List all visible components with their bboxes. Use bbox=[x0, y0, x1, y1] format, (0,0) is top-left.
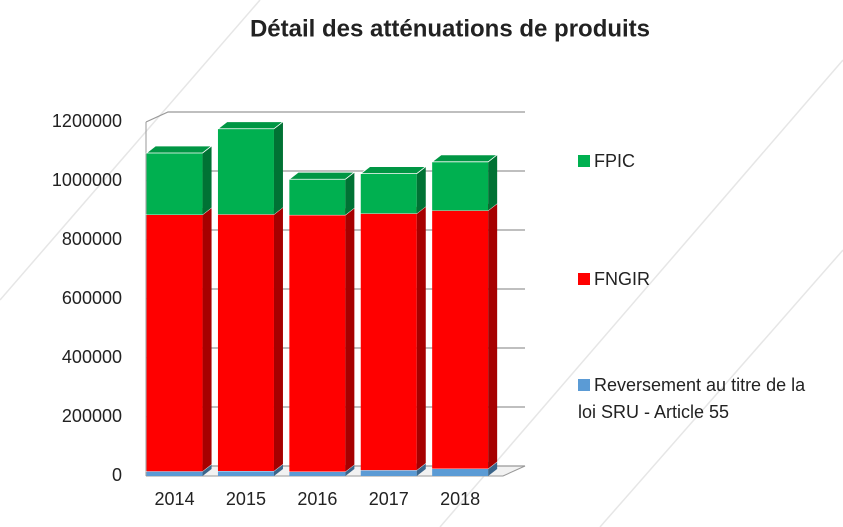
bar bbox=[146, 152, 203, 215]
y-tick-label: 800000 bbox=[62, 229, 122, 249]
y-tick-label: 1000000 bbox=[52, 170, 122, 190]
grid-line bbox=[145, 111, 525, 123]
bar bbox=[360, 213, 417, 471]
bar-top bbox=[145, 145, 213, 154]
bar-side bbox=[273, 207, 283, 471]
legend-label: FNGIR bbox=[594, 269, 650, 289]
x-tick-label: 2015 bbox=[226, 489, 266, 509]
bar bbox=[289, 214, 346, 472]
y-tick-label: 600000 bbox=[62, 288, 122, 308]
bar-top bbox=[359, 166, 427, 175]
x-tick-label: 2014 bbox=[155, 489, 195, 509]
legend-swatch bbox=[578, 273, 590, 285]
bar bbox=[146, 214, 203, 472]
legend-label: Reversement au titre de la loi SRU - Art… bbox=[578, 375, 806, 422]
y-tick-label: 200000 bbox=[62, 406, 122, 426]
bar bbox=[432, 210, 489, 469]
bar bbox=[289, 179, 346, 215]
y-tick-label: 1200000 bbox=[52, 111, 122, 131]
legend-label: FPIC bbox=[594, 151, 636, 171]
bar-side bbox=[202, 464, 212, 476]
legend-item: Reversement au titre de la loi SRU - Art… bbox=[578, 372, 828, 426]
x-tick-label: 2018 bbox=[440, 489, 480, 509]
bar bbox=[432, 161, 489, 211]
legend-swatch bbox=[578, 379, 590, 391]
bar bbox=[360, 470, 417, 476]
bar bbox=[289, 471, 346, 476]
bar-side bbox=[202, 145, 212, 215]
bar-top bbox=[430, 154, 499, 163]
bar-side bbox=[488, 203, 498, 469]
bar-side bbox=[416, 463, 426, 476]
bar-side bbox=[416, 206, 426, 471]
bar bbox=[146, 471, 203, 476]
bar-side bbox=[273, 463, 283, 476]
y-tick-label: 400000 bbox=[62, 347, 122, 367]
bar bbox=[217, 470, 274, 476]
bar bbox=[360, 173, 417, 214]
legend-item: FPIC bbox=[578, 148, 828, 175]
bar-side bbox=[488, 154, 498, 211]
bar-top bbox=[216, 121, 285, 130]
bar-side bbox=[416, 166, 426, 214]
bar bbox=[432, 468, 489, 476]
bar-top bbox=[288, 171, 356, 180]
bar-side bbox=[488, 461, 498, 476]
bar-side bbox=[345, 172, 355, 215]
y-tick-label: 0 bbox=[112, 465, 122, 485]
x-tick-label: 2016 bbox=[297, 489, 337, 509]
bar bbox=[217, 214, 274, 471]
bar-side bbox=[273, 121, 283, 215]
bar-side bbox=[202, 207, 212, 472]
bar-side bbox=[345, 207, 355, 472]
x-tick-label: 2017 bbox=[369, 489, 409, 509]
chart-title: Détail des atténuations de produits bbox=[250, 15, 650, 42]
bar-side bbox=[345, 464, 355, 476]
legend-swatch bbox=[578, 155, 590, 167]
legend-item: FNGIR bbox=[578, 266, 828, 293]
bar bbox=[217, 128, 274, 215]
